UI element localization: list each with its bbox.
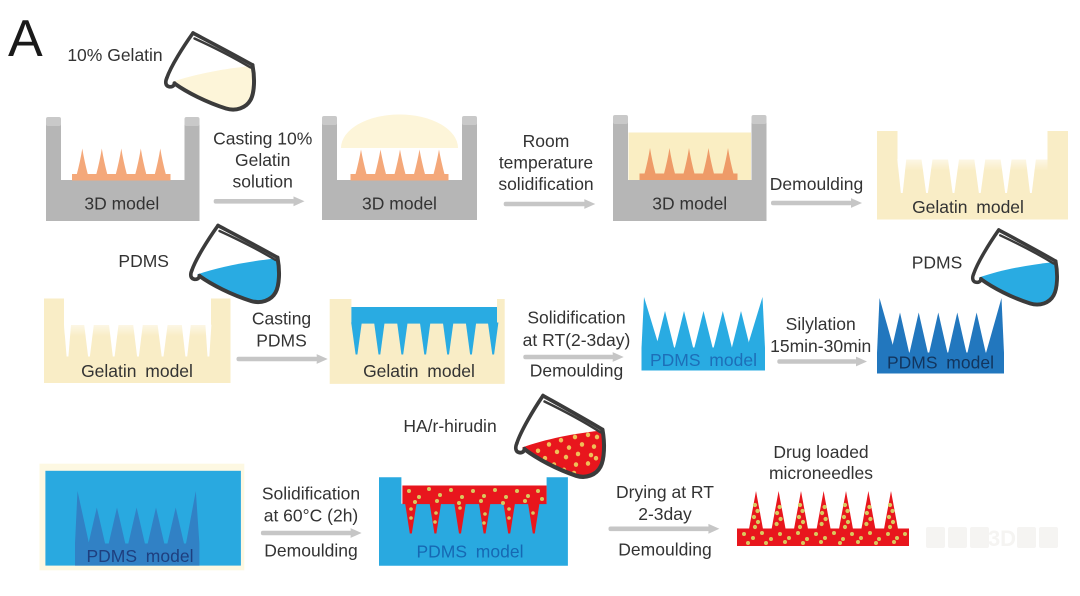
svg-text:Drug loaded: Drug loaded xyxy=(773,442,868,462)
svg-text:Solidification: Solidification xyxy=(262,484,360,504)
svg-text:Casting: Casting xyxy=(252,309,311,329)
svg-text:Demoulding: Demoulding xyxy=(264,541,357,561)
svg-text:3D model: 3D model xyxy=(362,194,437,214)
svg-text:10% Gelatin: 10% Gelatin xyxy=(67,45,162,65)
svg-text:Gelatin model: Gelatin model xyxy=(912,197,1024,217)
svg-text:Gelatin model: Gelatin model xyxy=(81,361,193,381)
svg-text:solidification: solidification xyxy=(498,174,593,194)
svg-text:PDMS: PDMS xyxy=(118,251,169,271)
svg-text:Drying at RT: Drying at RT xyxy=(616,482,714,502)
svg-text:Demoulding: Demoulding xyxy=(770,174,863,194)
svg-text:PDMS: PDMS xyxy=(256,331,307,351)
svg-text:Room: Room xyxy=(523,131,570,151)
svg-text:3D model: 3D model xyxy=(652,194,727,214)
svg-text:temperature: temperature xyxy=(499,153,593,173)
svg-text:Silylation: Silylation xyxy=(786,314,856,334)
svg-text:Gelatin: Gelatin xyxy=(235,150,290,170)
svg-text:Demoulding: Demoulding xyxy=(618,540,711,560)
svg-text:A: A xyxy=(8,10,43,68)
svg-text:PDMS model: PDMS model xyxy=(887,353,994,373)
svg-text:PDMS model: PDMS model xyxy=(87,546,194,566)
svg-text:at RT(2-3day): at RT(2-3day) xyxy=(523,330,631,350)
svg-text:at 60°C (2h): at 60°C (2h) xyxy=(264,506,359,526)
svg-text:PDMS model: PDMS model xyxy=(417,542,524,562)
svg-text:Demoulding: Demoulding xyxy=(530,361,623,381)
svg-text:PDMS: PDMS xyxy=(912,253,963,273)
svg-text:Solidification: Solidification xyxy=(527,308,625,328)
svg-text:microneedles: microneedles xyxy=(769,463,873,483)
svg-text:Gelatin model: Gelatin model xyxy=(363,361,475,381)
svg-text:Casting 10%: Casting 10% xyxy=(213,129,312,149)
svg-text:2-3day: 2-3day xyxy=(638,504,692,524)
svg-text:15min-30min: 15min-30min xyxy=(770,336,871,356)
svg-text:solution: solution xyxy=(233,172,293,192)
svg-text:PDMS model: PDMS model xyxy=(650,350,757,370)
svg-text:3D: 3D xyxy=(988,526,1016,551)
svg-text:HA/r-hirudin: HA/r-hirudin xyxy=(403,416,496,436)
svg-text:3D model: 3D model xyxy=(84,194,159,214)
